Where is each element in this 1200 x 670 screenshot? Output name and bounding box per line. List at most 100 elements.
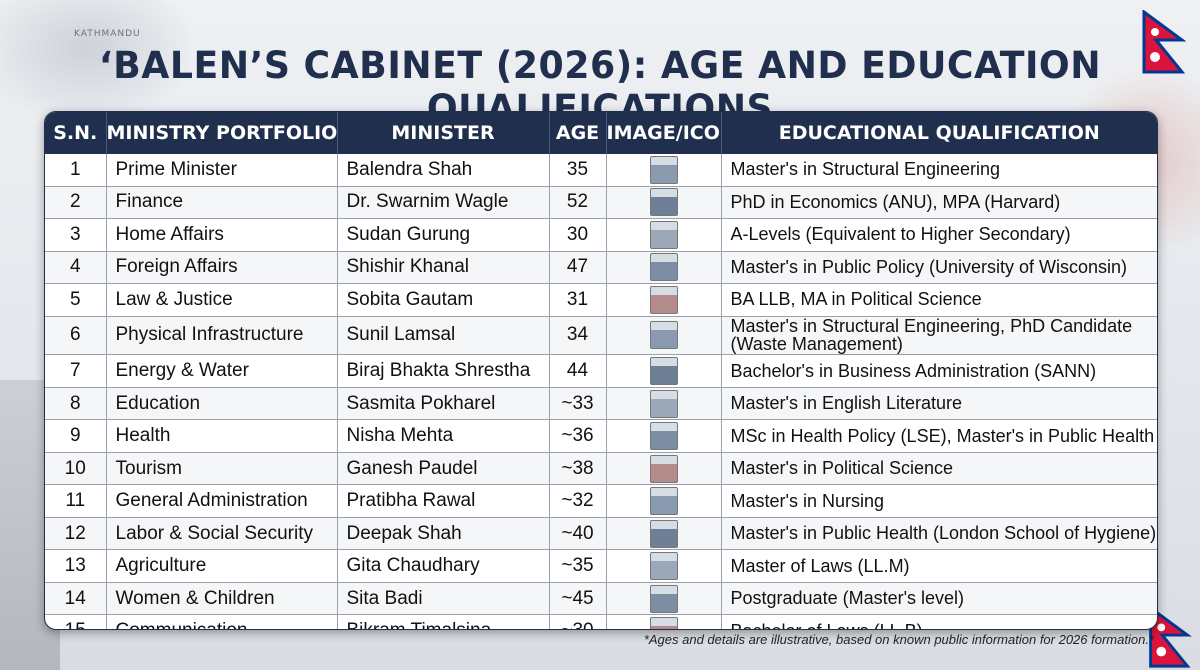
portrait-icon [649,285,678,314]
row-minister: Sasmita Pokharel [337,387,550,421]
row-minister: Ganesh Paudel [337,452,550,486]
table-row: 10 Tourism Ganesh Paudel ~38 Master's in Pol… [45,452,1157,486]
table-row: 9 Health Nisha Mehta ~36 MSc in Health Polic… [45,419,1157,453]
row-age: ~30 [549,614,607,629]
row-portfolio: Home Affairs [106,218,338,252]
row-sn: 5 [45,283,107,317]
table-row: 1 Prime Minister Balendra Shah 35 Master's i… [45,154,1157,187]
table-row: 8 Education Sasmita Pokharel ~33 Master's in… [45,387,1157,421]
row-sn: 6 [45,316,107,356]
row-portfolio: Tourism [106,452,338,486]
row-image [606,452,722,486]
table-row: 11 General Administration Pratibha Rawal ~3… [45,484,1157,518]
footnote: *Ages and details are illustrative, base… [643,632,1154,647]
row-portfolio: Finance [106,186,338,219]
portrait-icon [649,357,678,386]
row-image [606,484,722,518]
portrait-icon [649,552,678,581]
column-header-sn: S.N. [45,112,107,154]
row-image [606,517,722,551]
row-image [606,614,722,629]
row-education: Postgraduate (Master's level) [721,582,1157,616]
row-minister: Deepak Shah [337,517,550,551]
portrait-icon [649,617,678,629]
row-portfolio: Physical Infrastructure [106,316,338,356]
row-education: A-Levels (Equivalent to Higher Secondary… [721,218,1157,252]
row-sn: 10 [45,452,107,486]
row-sn: 2 [45,186,107,219]
row-education: MSc in Health Policy (LSE), Master's in … [721,419,1157,453]
table-row: 7 Energy & Water Biraj Bhakta Shrestha 44 Ba… [45,354,1157,388]
row-age: ~35 [549,549,607,583]
row-portfolio: Law & Justice [106,283,338,317]
row-image [606,419,722,453]
row-minister: Biraj Bhakta Shrestha [337,354,550,388]
table-row: 3 Home Affairs Sudan Gurung 30 A-Levels (Equ… [45,218,1157,252]
row-age: 30 [549,218,607,252]
row-sn: 11 [45,484,107,518]
portrait-icon [649,253,678,282]
row-image [606,218,722,252]
row-portfolio: Health [106,419,338,453]
row-age: ~32 [549,484,607,518]
row-portfolio: Labor & Social Security [106,517,338,551]
row-age: 44 [549,354,607,388]
column-header-education: EDUCATIONAL QUALIFICATION [721,112,1157,154]
row-education: Master's in Structural Engineering, PhD … [721,316,1157,356]
table-row: 2 Finance Dr. Swarnim Wagle 52 PhD in Econom… [45,186,1157,219]
row-portfolio: Education [106,387,338,421]
column-header-minister: MINISTER [337,112,550,154]
row-education: Master's in Political Science [721,452,1157,486]
row-minister: Gita Chaudhary [337,549,550,583]
row-sn: 13 [45,549,107,583]
row-minister: Dr. Swarnim Wagle [337,186,550,219]
row-age: 52 [549,186,607,219]
row-age: 34 [549,316,607,356]
table-row: 12 Labor & Social Security Deepak Shah ~40 M… [45,517,1157,551]
row-minister: Sunil Lamsal [337,316,550,356]
table-header-row: S.N. MINISTRY PORTFOLIO MINISTER AGE IMA… [45,112,1157,154]
place-label: KATHMANDU [74,29,141,39]
portrait-icon [649,155,678,184]
column-header-portfolio: MINISTRY PORTFOLIO [106,112,338,154]
row-portfolio: Prime Minister [106,154,338,187]
row-age: ~36 [549,419,607,453]
portrait-icon [649,389,678,418]
row-education: Master's in Public Policy (University of… [721,251,1157,284]
row-image [606,186,722,219]
row-education: Master's in Public Health (London School… [721,517,1157,551]
row-sn: 7 [45,354,107,388]
table-row: 5 Law & Justice Sobita Gautam 31 BA LLB, MA … [45,283,1157,317]
row-sn: 12 [45,517,107,551]
portrait-icon [649,454,678,483]
row-image [606,251,722,284]
portrait-icon [649,422,678,451]
table-row: 15CommunicationBikram Timalsina~30 Bachel… [45,614,1157,629]
nepal-flag-icon [1142,10,1186,74]
table-row: 4 Foreign Affairs Shishir Khanal 47 Master's… [45,251,1157,284]
row-age: ~33 [549,387,607,421]
row-portfolio: Agriculture [106,549,338,583]
row-education: PhD in Economics (ANU), MPA (Harvard) [721,186,1157,219]
row-education: Master's in Structural Engineering [721,154,1157,187]
row-portfolio: General Administration [106,484,338,518]
portrait-icon [649,220,678,249]
column-header-age: AGE [549,112,607,154]
row-sn: 1 [45,154,107,187]
row-sn: 15 [45,614,107,629]
row-age: 31 [549,283,607,317]
row-age: 47 [549,251,607,284]
row-education: Master of Laws (LL.M) [721,549,1157,583]
portrait-icon [649,519,678,548]
row-age: 35 [549,154,607,187]
row-image [606,316,722,356]
portrait-icon [649,188,678,217]
nepal-map-background [0,0,190,120]
portrait-icon [649,487,678,516]
row-portfolio: Foreign Affairs [106,251,338,284]
row-minister: Nisha Mehta [337,419,550,453]
row-portfolio: Energy & Water [106,354,338,388]
row-sn: 9 [45,419,107,453]
row-minister: Pratibha Rawal [337,484,550,518]
portrait-icon [649,321,678,350]
